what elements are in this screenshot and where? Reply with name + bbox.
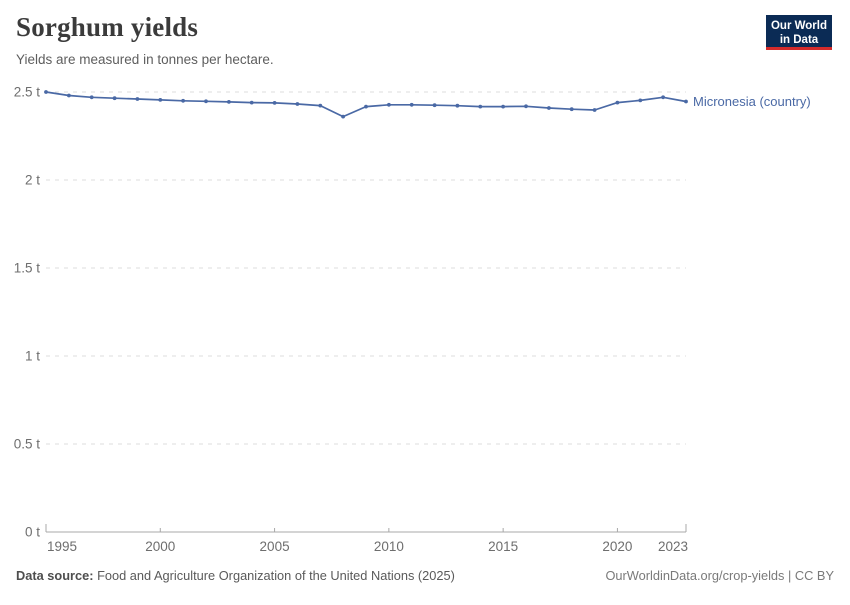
data-point[interactable]	[638, 98, 643, 103]
data-point[interactable]	[569, 107, 574, 112]
data-point[interactable]	[249, 100, 254, 105]
data-point[interactable]	[478, 104, 483, 109]
data-point[interactable]	[44, 90, 48, 94]
x-tick-label: 2023	[658, 539, 688, 554]
data-point[interactable]	[409, 102, 414, 107]
x-tick-label: 2000	[145, 539, 175, 554]
data-point[interactable]	[318, 103, 323, 108]
series-label[interactable]: Micronesia (country)	[693, 94, 811, 109]
x-tick-label: 2005	[260, 539, 290, 554]
chart-footer: Data source: Food and Agriculture Organi…	[16, 568, 834, 583]
data-point[interactable]	[684, 99, 688, 104]
y-tick-label: 0 t	[25, 525, 40, 540]
license-credit: OurWorldinData.org/crop-yields | CC BY	[605, 568, 834, 583]
data-point[interactable]	[227, 100, 231, 104]
data-point[interactable]	[592, 108, 597, 112]
data-point[interactable]	[547, 106, 551, 110]
x-tick-label: 2020	[602, 539, 632, 554]
data-source-text: Food and Agriculture Organization of the…	[93, 568, 455, 583]
data-point[interactable]	[158, 98, 163, 102]
y-tick-label: 2.5 t	[14, 85, 41, 100]
data-point[interactable]	[364, 104, 368, 109]
x-tick-label: 2015	[488, 539, 518, 554]
data-point[interactable]	[204, 99, 208, 104]
data-point[interactable]	[524, 104, 528, 109]
y-tick-label: 1.5 t	[14, 261, 41, 276]
data-point[interactable]	[89, 95, 94, 100]
data-point[interactable]	[501, 104, 505, 109]
y-tick-label: 2 t	[25, 173, 40, 188]
data-source-label: Data source:	[16, 568, 94, 583]
x-tick-label: 2010	[374, 539, 404, 554]
data-point[interactable]	[135, 97, 140, 101]
data-point[interactable]	[455, 103, 460, 108]
y-tick-label: 1 t	[25, 349, 40, 364]
data-point[interactable]	[295, 102, 300, 106]
chart-title: Sorghum yields	[16, 12, 199, 42]
series-line-micronesia[interactable]	[45, 91, 687, 118]
data-point[interactable]	[112, 96, 117, 101]
y-tick-label: 0.5 t	[14, 437, 41, 452]
data-point[interactable]	[432, 103, 437, 108]
chart-subtitle: Yields are measured in tonnes per hectar…	[16, 52, 274, 67]
data-source: Data source: Food and Agriculture Organi…	[16, 568, 455, 583]
data-point[interactable]	[661, 95, 665, 100]
data-point[interactable]	[387, 102, 391, 107]
data-point[interactable]	[181, 98, 186, 103]
owid-logo: Our World in Data	[766, 15, 832, 50]
data-point[interactable]	[272, 101, 277, 105]
x-tick-label: 1995	[47, 539, 77, 554]
owid-logo-line2: in Data	[779, 34, 819, 46]
data-point[interactable]	[67, 93, 71, 98]
owid-logo-line1: Our World	[770, 20, 827, 32]
data-point[interactable]	[615, 100, 620, 105]
data-point[interactable]	[341, 114, 345, 119]
